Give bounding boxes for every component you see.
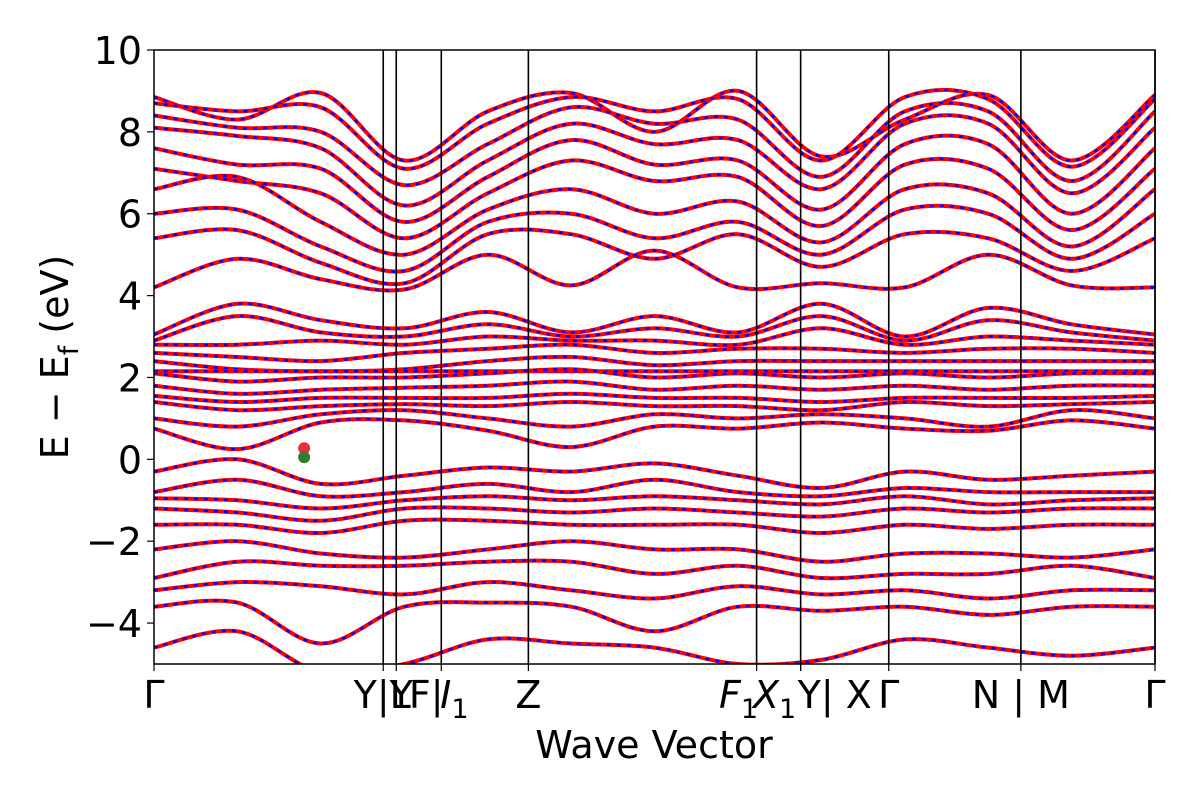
high-symmetry-lines <box>382 50 1156 664</box>
x-tick-label: L <box>390 673 411 717</box>
x-tick-label: Y|Y <box>353 673 414 718</box>
band-overlay-28 <box>154 559 1155 580</box>
band-line-2 <box>154 100 1155 188</box>
x-tick-label: Γ <box>143 673 164 717</box>
y-tick-label: 6 <box>118 193 142 237</box>
y-tick-label: 8 <box>118 111 142 155</box>
y-axis-label: E − Ef (eV) <box>33 255 85 460</box>
band-overlay-8 <box>154 227 1155 286</box>
band-overlay-31 <box>154 629 1155 664</box>
band-overlay-26 <box>154 518 1155 535</box>
band-overlay-13 <box>154 343 1155 363</box>
band-line-5 <box>154 156 1155 241</box>
band-overlay-6 <box>154 174 1155 256</box>
x-axis-label: Wave Vector <box>535 723 773 767</box>
x-tick-label: F1 <box>719 673 758 725</box>
y-tick-label: −2 <box>86 520 142 564</box>
band-overlay-20 <box>154 408 1155 429</box>
band-line-22 <box>154 457 1155 491</box>
y-tick-label: 10 <box>94 29 142 73</box>
band-overlay-23 <box>154 478 1155 498</box>
band-overlay-7 <box>154 204 1155 273</box>
band-line-17 <box>154 379 1155 396</box>
band-overlay-21 <box>154 417 1155 451</box>
bands-layer <box>154 87 1155 664</box>
y-axis-ticks: 10 8 6 4 2 0 −2 −4 <box>86 29 154 646</box>
band-overlay-25 <box>154 506 1155 522</box>
band-line-30 <box>154 598 1155 646</box>
band-overlay-27 <box>154 539 1155 563</box>
band-overlay-14 <box>154 355 1155 373</box>
cbm-marker <box>298 442 311 455</box>
band-edge-markers <box>298 442 311 464</box>
x-tick-label: N | M <box>972 673 1070 718</box>
y-tick-label: 0 <box>118 438 142 482</box>
x-tick-label: Z <box>515 673 541 717</box>
x-tick-label: Y| X <box>797 673 872 718</box>
band-overlay-1 <box>154 88 1155 170</box>
band-line-10 <box>154 301 1155 339</box>
x-tick-label: Γ <box>878 673 899 717</box>
band-overlay-12 <box>154 327 1155 347</box>
band-overlay-24 <box>154 494 1155 510</box>
y-tick-label: 2 <box>118 356 142 400</box>
y-tick-label: 4 <box>118 275 142 319</box>
vbm-marker <box>298 451 311 464</box>
band-overlay-17 <box>154 380 1155 396</box>
x-tick-label: F| <box>409 673 444 718</box>
band-overlay-30 <box>154 599 1155 645</box>
band-overlay-29 <box>154 580 1155 600</box>
band-overlay-3 <box>154 114 1155 207</box>
x-tick-label: Γ <box>1144 673 1165 717</box>
band-overlay-19 <box>154 400 1155 412</box>
band-overlay-9 <box>154 249 1155 292</box>
plot-frame <box>153 49 1156 665</box>
band-line-28 <box>154 558 1155 581</box>
band-overlay-18 <box>154 392 1155 404</box>
band-overlay-0 <box>154 89 1155 162</box>
band-line-31 <box>154 628 1155 664</box>
band-line-20 <box>154 408 1155 429</box>
band-overlay-5 <box>154 157 1155 240</box>
y-tick-label: −4 <box>86 602 142 646</box>
band-overlay-11 <box>154 314 1155 342</box>
x-tick-label: X1 <box>751 673 796 725</box>
x-tick-label: I1 <box>440 673 468 725</box>
band-overlay-22 <box>154 457 1155 490</box>
band-overlay-4 <box>154 134 1155 224</box>
band-overlay-16 <box>154 367 1155 383</box>
